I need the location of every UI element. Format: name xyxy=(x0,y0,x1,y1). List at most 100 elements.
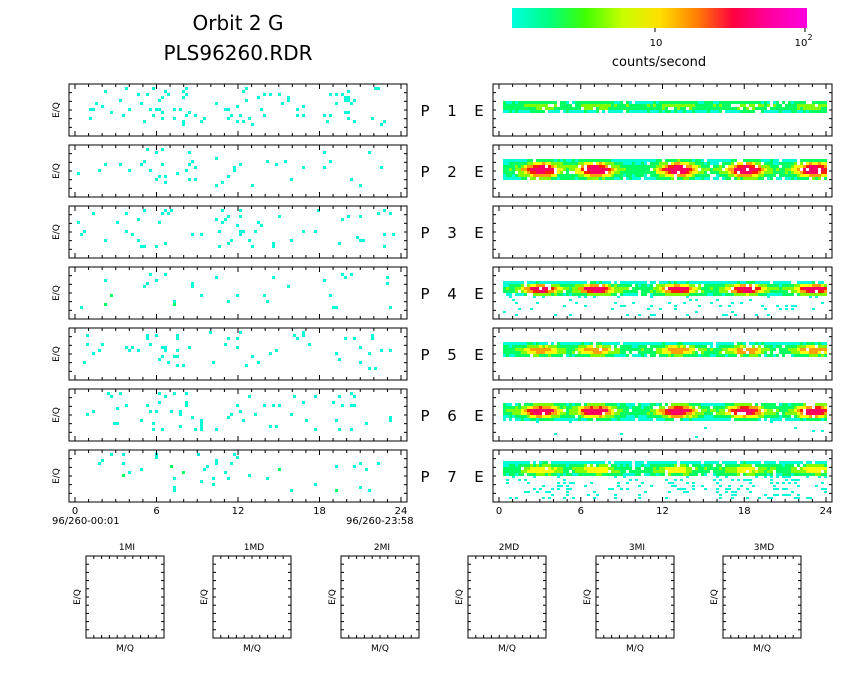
right-cell xyxy=(527,461,530,464)
left-cell xyxy=(362,239,365,242)
right-cell xyxy=(515,290,518,293)
right-cell xyxy=(710,403,713,406)
left-cell xyxy=(248,474,251,477)
right-cell xyxy=(557,171,560,174)
left-cell xyxy=(146,337,149,340)
left-cell xyxy=(359,215,362,218)
right-cell xyxy=(635,171,638,174)
right-cell xyxy=(656,345,659,348)
left-cell xyxy=(341,218,344,221)
right-cell xyxy=(572,342,575,345)
right-cell xyxy=(740,348,743,351)
right-cell xyxy=(755,168,758,171)
right-cell xyxy=(698,159,701,162)
right-cell xyxy=(512,470,515,473)
right-cell xyxy=(569,290,572,293)
right-cell xyxy=(776,290,779,293)
right-cell xyxy=(554,110,557,113)
left-cell xyxy=(143,120,146,123)
right-cell xyxy=(599,461,602,464)
right-xtick-label: 0 xyxy=(496,506,502,517)
right-cell xyxy=(692,174,695,177)
right-cell xyxy=(722,354,725,357)
right-cell xyxy=(704,168,707,171)
right-cell xyxy=(695,168,698,171)
right-noise-cell xyxy=(650,485,653,487)
mass-xlabel-mq: M/Q xyxy=(498,644,516,654)
right-cell xyxy=(641,348,644,351)
right-cell xyxy=(557,342,560,345)
right-cell xyxy=(653,345,656,348)
right-cell xyxy=(521,281,524,284)
right-cell xyxy=(617,290,620,293)
right-cell xyxy=(641,464,644,467)
right-cell xyxy=(629,342,632,345)
right-cell xyxy=(563,470,566,473)
right-cell xyxy=(623,403,626,406)
right-cell xyxy=(668,177,671,180)
right-cell xyxy=(761,287,764,290)
right-cell xyxy=(551,159,554,162)
right-cell xyxy=(809,412,812,415)
right-cell xyxy=(545,159,548,162)
right-cell xyxy=(632,470,635,473)
left-cell xyxy=(125,230,128,233)
left-cell xyxy=(341,273,344,276)
right-cell xyxy=(737,467,740,470)
left-cell xyxy=(248,239,251,242)
right-cell xyxy=(548,162,551,165)
right-noise-cell xyxy=(770,482,773,484)
right-cell xyxy=(680,351,683,354)
right-cell xyxy=(776,107,779,110)
left-cell xyxy=(359,239,362,242)
right-cell xyxy=(659,290,662,293)
right-noise-cell xyxy=(674,308,677,310)
right-cell xyxy=(590,354,593,357)
right-cell xyxy=(632,473,635,476)
left-cell xyxy=(239,114,242,117)
right-cell xyxy=(527,290,530,293)
right-cell xyxy=(755,348,758,351)
right-cell xyxy=(788,162,791,165)
left-cell xyxy=(104,239,107,242)
right-cell xyxy=(758,174,761,177)
right-cell xyxy=(605,162,608,165)
right-cell xyxy=(785,104,788,107)
right-noise-cell xyxy=(686,314,689,316)
left-cell xyxy=(155,245,158,248)
right-cell xyxy=(788,104,791,107)
right-cell xyxy=(590,110,593,113)
right-cell xyxy=(581,348,584,351)
right-cell xyxy=(782,406,785,409)
right-cell xyxy=(722,461,725,464)
right-cell xyxy=(572,107,575,110)
right-cell xyxy=(677,101,680,104)
right-cell xyxy=(566,104,569,107)
right-noise-cell xyxy=(536,491,539,493)
right-cell xyxy=(746,348,749,351)
right-cell xyxy=(656,348,659,351)
right-cell xyxy=(734,415,737,418)
right-cell xyxy=(812,287,815,290)
right-cell xyxy=(740,406,743,409)
right-noise-cell xyxy=(737,479,740,481)
right-cell xyxy=(725,281,728,284)
right-cell xyxy=(779,287,782,290)
right-cell xyxy=(524,287,527,290)
left-cell xyxy=(155,151,158,154)
right-noise-cell xyxy=(728,485,731,487)
right-cell xyxy=(662,107,665,110)
right-cell xyxy=(572,284,575,287)
right-cell xyxy=(590,470,593,473)
right-cell xyxy=(575,107,578,110)
left-cell xyxy=(98,169,101,172)
right-cell xyxy=(515,168,518,171)
right-cell xyxy=(683,351,686,354)
right-cell xyxy=(701,104,704,107)
right-cell xyxy=(764,110,767,113)
right-cell xyxy=(644,470,647,473)
right-cell xyxy=(692,418,695,421)
left-cell xyxy=(374,367,377,370)
left-cell xyxy=(221,209,224,212)
right-cell xyxy=(752,293,755,296)
